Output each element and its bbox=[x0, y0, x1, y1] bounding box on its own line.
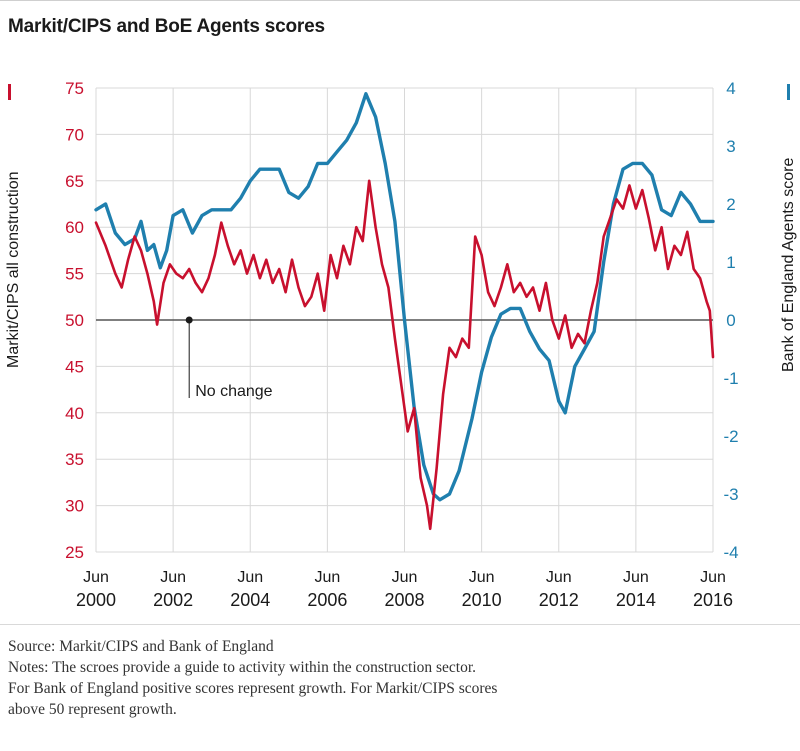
x-tick-year: 2002 bbox=[153, 590, 193, 610]
markit-series-marker bbox=[8, 84, 11, 100]
x-tick-month: Jun bbox=[469, 569, 495, 586]
right-tick-label: 0 bbox=[726, 311, 735, 330]
x-tick-year: 2010 bbox=[462, 590, 502, 610]
right-axis-label: Bank of England Agents score bbox=[780, 158, 797, 372]
x-tick-month: Jun bbox=[700, 569, 726, 586]
x-tick-year: 2014 bbox=[616, 590, 656, 610]
left-tick-label: 70 bbox=[65, 125, 84, 144]
left-tick-label: 50 bbox=[65, 311, 84, 330]
x-tick-month: Jun bbox=[83, 569, 109, 586]
chart-title: Markit/CIPS and BoE Agents scores bbox=[8, 16, 325, 37]
left-tick-label: 45 bbox=[65, 357, 84, 376]
left-tick-label: 30 bbox=[65, 497, 84, 516]
boe-series-line bbox=[94, 92, 715, 502]
notes-line-2: For Bank of England positive scores repr… bbox=[8, 680, 498, 697]
x-tick-year: 2012 bbox=[539, 590, 579, 610]
x-tick-year: 2016 bbox=[693, 590, 733, 610]
x-axis-ticks: Jun 2000 Jun 2002 Jun 2004 Jun 2006 Jun 2008 Jun 20… bbox=[76, 569, 733, 610]
right-axis-ticks: 4 3 2 1 0 -1 -2 -3 -4 bbox=[723, 79, 738, 562]
left-tick-label: 35 bbox=[65, 450, 84, 469]
right-tick-label: -4 bbox=[723, 543, 738, 562]
left-tick-label: 55 bbox=[65, 265, 84, 284]
x-tick-month: Jun bbox=[623, 569, 649, 586]
right-tick-label: -2 bbox=[723, 427, 738, 446]
no-change-label: No change bbox=[195, 383, 272, 400]
left-tick-label: 75 bbox=[65, 79, 84, 98]
notes-line-3: above 50 represent growth. bbox=[8, 701, 177, 718]
x-tick-year: 2006 bbox=[307, 590, 347, 610]
right-tick-label: -1 bbox=[723, 369, 738, 388]
x-tick-month: Jun bbox=[237, 569, 263, 586]
left-tick-label: 40 bbox=[65, 404, 84, 423]
gridlines bbox=[95, 87, 714, 553]
left-axis-label: Markit/CIPS all construction bbox=[5, 171, 22, 368]
right-tick-label: -3 bbox=[723, 485, 738, 504]
left-tick-label: 25 bbox=[65, 543, 84, 562]
boe-series-marker bbox=[787, 84, 790, 100]
x-tick-year: 2008 bbox=[384, 590, 424, 610]
x-tick-month: Jun bbox=[160, 569, 186, 586]
markit-series-line bbox=[94, 179, 715, 531]
right-tick-label: 1 bbox=[726, 253, 735, 272]
series-layer bbox=[94, 92, 715, 531]
x-tick-year: 2004 bbox=[230, 590, 270, 610]
notes-line-1: Notes: The scroes provide a guide to act… bbox=[8, 659, 477, 676]
top-rule bbox=[0, 0, 800, 1]
left-tick-label: 65 bbox=[65, 172, 84, 191]
x-tick-month: Jun bbox=[546, 569, 572, 586]
right-tick-label: 4 bbox=[726, 79, 735, 98]
x-tick-month: Jun bbox=[392, 569, 418, 586]
left-tick-label: 60 bbox=[65, 218, 84, 237]
footer: Source: Markit/CIPS and Bank of England … bbox=[8, 636, 793, 720]
x-tick-year: 2000 bbox=[76, 590, 116, 610]
chart: 75 70 65 60 55 50 45 40 35 30 25 4 3 2 1 0 -1 -2 -3 -4 Jun… bbox=[5, 79, 797, 610]
x-tick-month: Jun bbox=[314, 569, 340, 586]
right-tick-label: 2 bbox=[726, 195, 735, 214]
source-text: Source: Markit/CIPS and Bank of England bbox=[8, 638, 274, 655]
footer-rule bbox=[0, 624, 800, 625]
right-tick-label: 3 bbox=[726, 137, 735, 156]
left-axis-ticks: 75 70 65 60 55 50 45 40 35 30 25 bbox=[65, 79, 84, 562]
